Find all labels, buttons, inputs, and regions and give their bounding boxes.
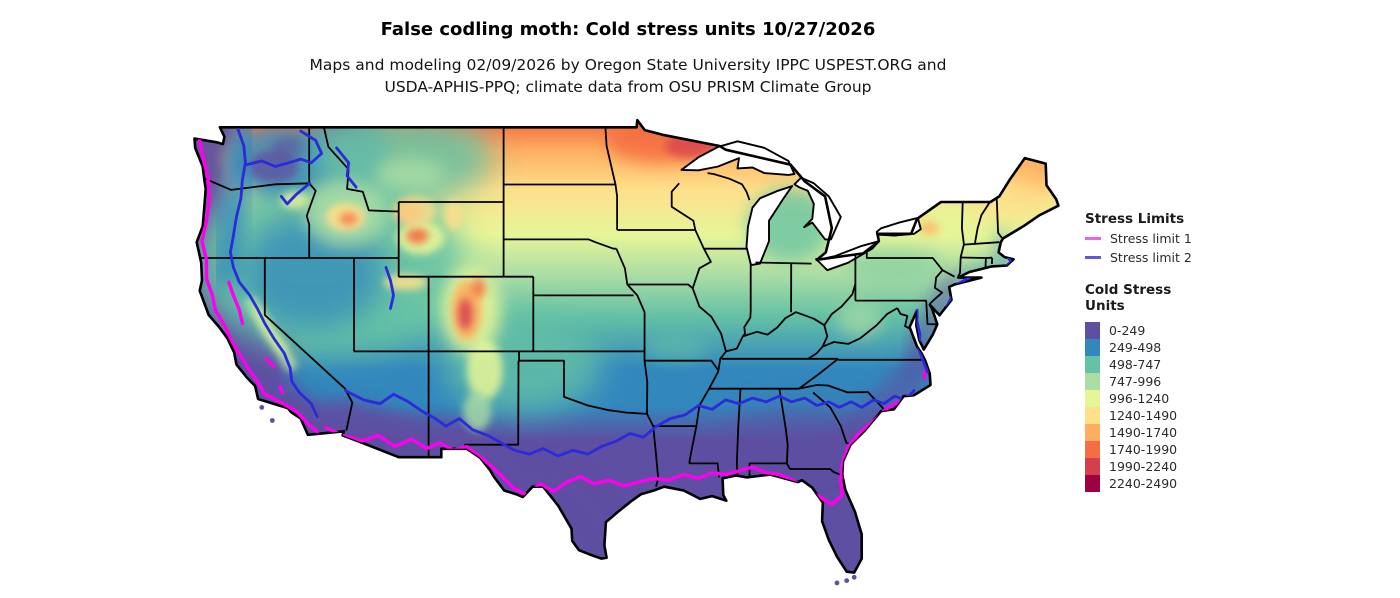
color-swatch: [1085, 339, 1100, 356]
color-scale: 0-249 249-498 498-747 747-996 996-1240 1240-1…: [1085, 322, 1192, 492]
stress-limit-line-swatch: [1085, 256, 1101, 259]
color-scale-row: 498-747: [1085, 356, 1192, 373]
stress-limit-label: Stress limit 1: [1110, 231, 1192, 246]
color-bin-label: 249-498: [1109, 340, 1162, 355]
color-scale-row: 2240-2490: [1085, 475, 1192, 492]
color-swatch: [1085, 322, 1100, 339]
color-swatch: [1085, 356, 1100, 373]
page-subtitle: Maps and modeling 02/09/2026 by Oregon S…: [0, 54, 1256, 98]
color-bin-label: 1240-1490: [1109, 408, 1178, 423]
stress-limit-item: Stress limit 2: [1085, 249, 1192, 266]
offshore-islands: [259, 405, 857, 586]
color-bin-label: 1740-1990: [1109, 442, 1178, 457]
subtitle-line-2: USDA-APHIS-PPQ; climate data from OSU PR…: [384, 78, 872, 96]
stress-limit-item: Stress limit 1: [1085, 230, 1192, 247]
color-bin-label: 2240-2490: [1109, 476, 1178, 491]
color-swatch: [1085, 373, 1100, 390]
color-scale-row: 996-1240: [1085, 390, 1192, 407]
page-title: False codling moth: Cold stress units 10…: [380, 19, 876, 40]
cold-stress-raster: [194, 120, 1059, 573]
units-title-line-1: Cold Stress: [1085, 282, 1172, 298]
us-outline: [193, 118, 1060, 574]
color-bin-label: 1490-1740: [1109, 425, 1178, 440]
color-scale-row: 1990-2240: [1085, 458, 1192, 475]
stress-limits-title: Stress Limits: [1085, 211, 1185, 227]
color-scale-row: 747-996: [1085, 373, 1192, 390]
color-swatch: [1085, 441, 1100, 458]
color-swatch: [1085, 390, 1100, 407]
color-bin-label: 0-249: [1109, 323, 1146, 338]
legend: Stress Limits Stress limit 1 Stress limit…: [1085, 211, 1192, 492]
color-swatch: [1085, 407, 1100, 424]
color-bin-label: 996-1240: [1109, 391, 1170, 406]
units-title-line-2: Units: [1085, 298, 1125, 314]
stress-limit-label: Stress limit 2: [1110, 250, 1192, 265]
stress-limit-line-swatch: [1085, 237, 1101, 240]
color-bin-label: 747-996: [1109, 374, 1162, 389]
color-scale-row: 1490-1740: [1085, 424, 1192, 441]
color-bin-label: 498-747: [1109, 357, 1162, 372]
color-scale-row: 0-249: [1085, 322, 1192, 339]
color-swatch: [1085, 475, 1100, 492]
stress-limit-1-line: [197, 135, 928, 507]
subtitle-line-1: Maps and modeling 02/09/2026 by Oregon S…: [309, 56, 947, 74]
stress-limit-items: Stress limit 1 Stress limit 2: [1085, 230, 1192, 266]
color-scale-row: 1240-1490: [1085, 407, 1192, 424]
state-borders: [199, 127, 1003, 487]
color-scale-row: 1740-1990: [1085, 441, 1192, 458]
color-swatch: [1085, 424, 1100, 441]
color-bin-label: 1990-2240: [1109, 459, 1178, 474]
color-swatch: [1085, 458, 1100, 475]
color-scale-row: 249-498: [1085, 339, 1192, 356]
cold-stress-units-title: Cold Stress Units: [1085, 282, 1192, 314]
